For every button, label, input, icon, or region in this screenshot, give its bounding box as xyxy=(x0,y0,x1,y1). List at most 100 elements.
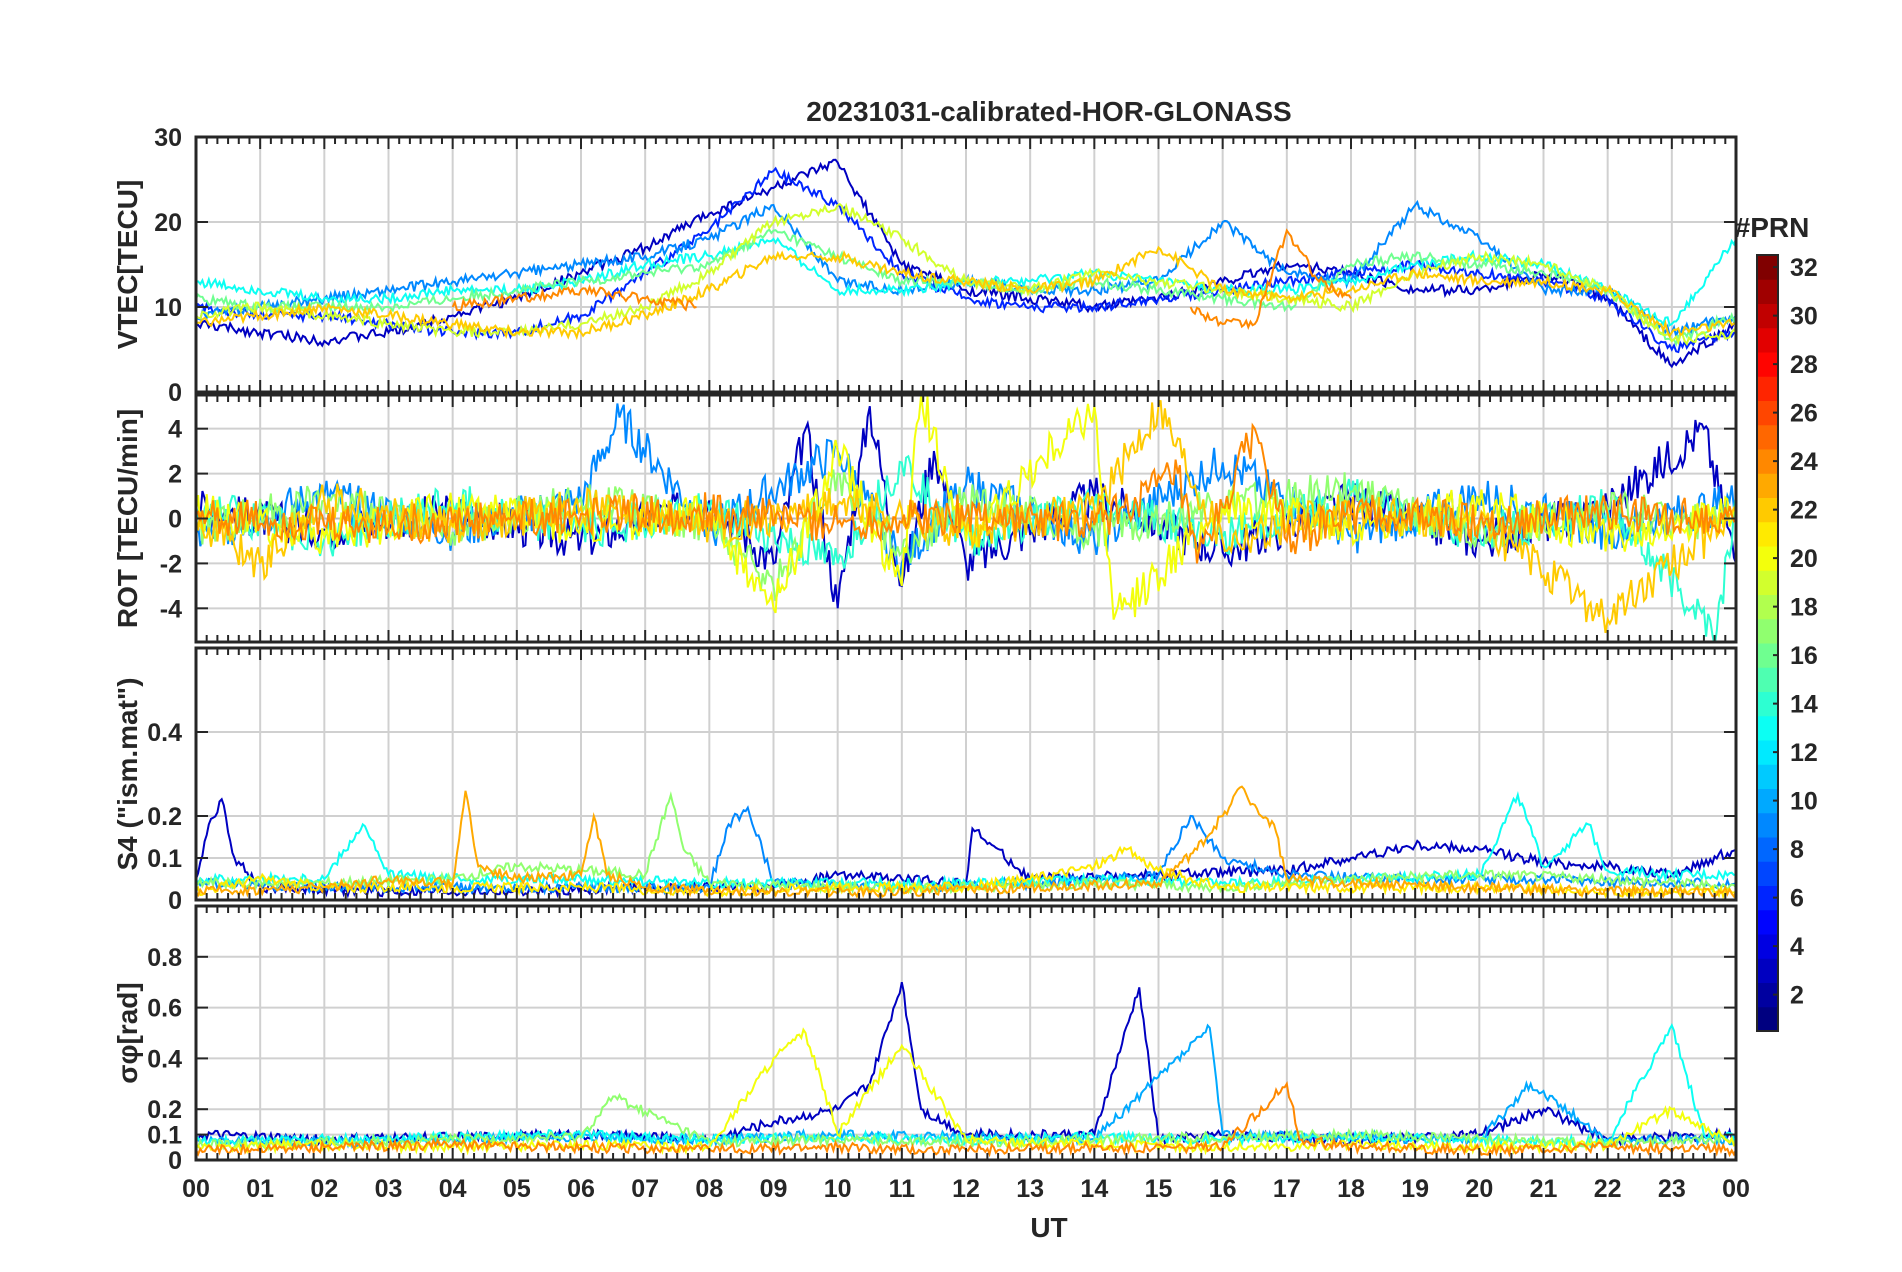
x-ticks-s4 xyxy=(195,648,1737,900)
colorbar-frame xyxy=(1756,254,1779,1032)
colorbar-swatch xyxy=(1757,885,1778,911)
series-line-prn-24 xyxy=(1189,228,1352,330)
x-tick-label: 05 xyxy=(503,1175,531,1203)
x-tick-label: 10 xyxy=(824,1175,852,1203)
colorbar-swatch xyxy=(1757,618,1778,644)
y-axis-label-sigma_phi: σφ[rad] xyxy=(112,982,143,1083)
colorbar-swatch xyxy=(1757,740,1778,765)
panel-rot: -4 -2 0 2 4 ROT [TECU/min] xyxy=(112,393,1738,644)
series-line-prn-20 xyxy=(196,1027,1736,1156)
colorbar-tick-label: 18 xyxy=(1790,594,1818,622)
x-tick-label: 16 xyxy=(1209,1175,1237,1203)
colorbar-tick-label: 14 xyxy=(1790,691,1818,719)
x-tick-label: 11 xyxy=(889,1175,916,1203)
colorbar-swatch xyxy=(1757,1006,1778,1032)
x-tick-label: 01 xyxy=(246,1175,274,1203)
series-line-prn-3 xyxy=(196,158,1736,369)
colorbar-tick-label: 10 xyxy=(1790,788,1818,816)
x-tick-label: 06 xyxy=(567,1175,595,1203)
y-tick-label: 0.1 xyxy=(147,845,182,873)
x-tick-label: 08 xyxy=(695,1175,723,1203)
colorbar-tick-label: 2 xyxy=(1790,982,1804,1010)
y-tick-label: 30 xyxy=(154,124,182,152)
x-tick-label: 03 xyxy=(375,1175,403,1203)
colorbar-swatch xyxy=(1757,546,1778,571)
colorbar-tick-label: 24 xyxy=(1790,448,1818,476)
y-ticks-vtec: 0 10 20 30 xyxy=(154,124,1736,407)
colorbar-tick-label: 20 xyxy=(1790,545,1818,573)
colorbar-swatch xyxy=(1757,521,1778,547)
series-line-prn-17 xyxy=(196,469,1736,602)
y-tick-label: 0.4 xyxy=(147,719,182,747)
x-tick-label: 00 xyxy=(1722,1175,1750,1203)
y-axis-label-s4: S4 ("ism.mat") xyxy=(112,677,143,870)
panel-sigma_phi: 00.10.2 0.4 0.6 0.8σφ[rad] xyxy=(112,904,1738,1175)
x-tick-label: 15 xyxy=(1145,1175,1173,1203)
colorbar-tick-label: 28 xyxy=(1790,351,1818,379)
y-tick-label: 0 xyxy=(168,506,182,534)
colorbar-swatch xyxy=(1757,861,1778,886)
series-group-rot xyxy=(196,395,1736,642)
colorbar-swatch xyxy=(1757,449,1778,474)
y-tick-label: 2 xyxy=(168,461,182,489)
x-tick-label: 04 xyxy=(439,1175,467,1203)
series-line-prn-22 xyxy=(196,245,1736,341)
grid-s4 xyxy=(196,648,1736,900)
series-group-vtec xyxy=(196,158,1736,369)
colorbar-swatch xyxy=(1757,715,1778,741)
series-line-prn-20 xyxy=(196,395,1736,620)
colorbar-tick-label: 12 xyxy=(1790,739,1818,767)
y-tick-label: -2 xyxy=(160,550,182,578)
x-tick-label: 00 xyxy=(182,1175,210,1203)
colorbar-swatch xyxy=(1757,958,1778,983)
colorbar-tick-label: 4 xyxy=(1790,933,1804,961)
y-ticks-sigma_phi: 00.10.2 0.4 0.6 0.8 xyxy=(147,944,1736,1175)
y-tick-label: 0.6 xyxy=(147,995,182,1023)
y-tick-label: 4 xyxy=(168,416,182,444)
colorbar-tick-label: 16 xyxy=(1790,642,1818,670)
y-tick-label: 20 xyxy=(154,209,182,237)
x-tick-label: 02 xyxy=(310,1175,338,1203)
y-tick-label: 0.4 xyxy=(147,1045,182,1073)
x-tick-label: 13 xyxy=(1016,1175,1044,1203)
series-line-prn-24 xyxy=(451,284,697,312)
colorbar-swatch xyxy=(1757,788,1778,814)
colorbar-swatch xyxy=(1757,691,1778,717)
colorbar-swatch xyxy=(1757,667,1778,692)
colorbar-swatch xyxy=(1757,255,1778,280)
figure-title: 20231031-calibrated-HOR-GLONASS xyxy=(806,96,1292,127)
y-tick-label: 0 xyxy=(168,1147,182,1175)
y-tick-label: 0.2 xyxy=(147,803,182,831)
colorbar-swatch xyxy=(1757,497,1778,523)
colorbar-swatch xyxy=(1757,327,1778,353)
x-ticks-vtec xyxy=(195,137,1737,392)
colorbar-swatch xyxy=(1757,400,1778,426)
colorbar-tick-label: 6 xyxy=(1790,885,1804,913)
colorbar-swatch xyxy=(1757,376,1778,401)
colorbar-swatch xyxy=(1757,982,1778,1008)
colorbar-swatch xyxy=(1757,303,1778,329)
x-tick-label: 19 xyxy=(1401,1175,1429,1203)
x-axis-tick-labels: 00 01 02 03 04 05 06 07 08 09 10 11 12 13 14 15 16 17 18 19… xyxy=(182,1175,1750,1203)
x-tick-label: 12 xyxy=(952,1175,980,1203)
x-tick-label: 23 xyxy=(1658,1175,1686,1203)
y-tick-label: 10 xyxy=(154,294,182,322)
colorbar-swatch xyxy=(1757,594,1778,620)
colorbar-swatch xyxy=(1757,352,1778,377)
colorbar-title: #PRN xyxy=(1735,212,1810,243)
series-line-prn-24 xyxy=(196,422,1736,564)
x-tick-label: 09 xyxy=(760,1175,788,1203)
x-tick-label: 20 xyxy=(1465,1175,1493,1203)
y-ticks-s4: 0 0.1 0.2 0.4 xyxy=(147,719,1736,915)
y-tick-label: 0 xyxy=(168,887,182,915)
x-tick-label: 22 xyxy=(1594,1175,1622,1203)
colorbar-swatch xyxy=(1757,473,1778,498)
y-axis-label-vtec: VTEC[TECU] xyxy=(112,180,143,350)
y-tick-label: 0.1 xyxy=(147,1122,182,1150)
colorbar-tick-label: 8 xyxy=(1790,836,1804,864)
x-tick-label: 14 xyxy=(1080,1175,1108,1203)
x-axis-label: UT xyxy=(1030,1212,1067,1243)
